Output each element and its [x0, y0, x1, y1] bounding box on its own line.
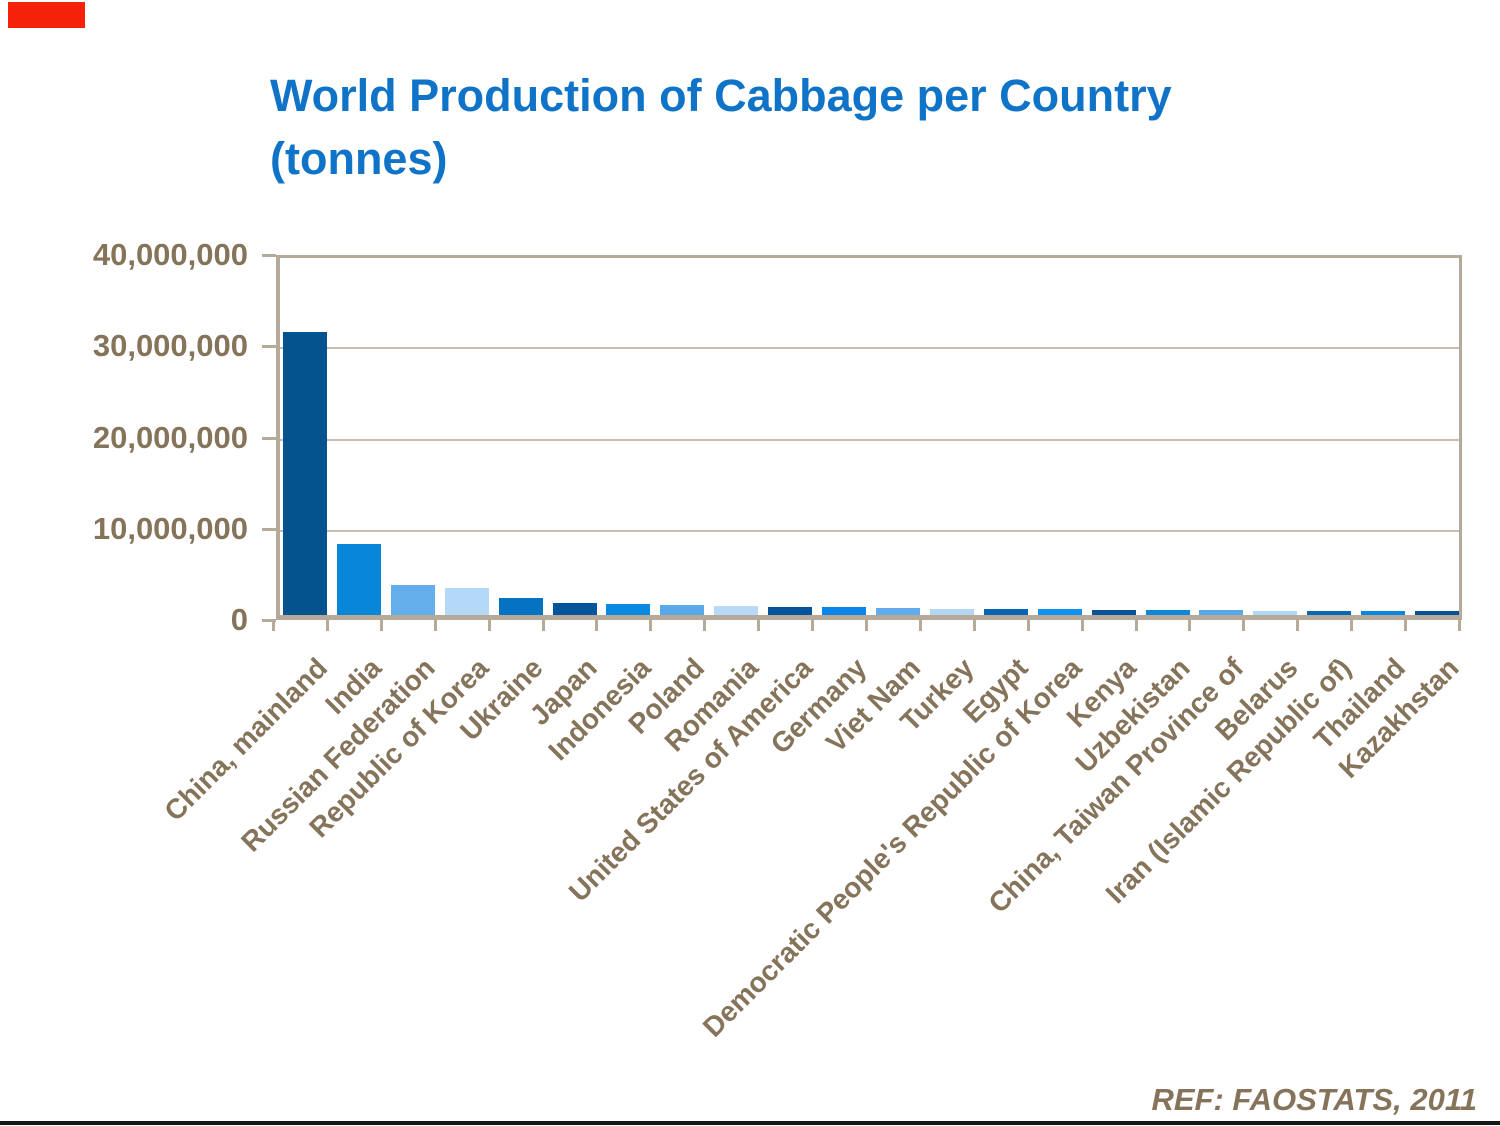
x-axis-tick: [703, 620, 707, 631]
x-axis-tick: [541, 620, 545, 631]
x-axis-tick: [433, 620, 437, 631]
bar-thailand: [1361, 611, 1406, 615]
x-axis-tick: [918, 620, 922, 631]
x-axis-tick: [325, 620, 329, 631]
x-axis-tick: [757, 620, 761, 631]
x-axis-tick: [379, 620, 383, 631]
x-axis-tick: [595, 620, 599, 631]
x-axis-tick: [649, 620, 653, 631]
x-axis-tick: [1134, 620, 1138, 631]
x-axis-tick: [1296, 620, 1300, 631]
y-axis-tick: [262, 527, 276, 531]
x-axis-tick: [1350, 620, 1354, 631]
y-axis-tick-label: 0: [230, 602, 248, 637]
gridline: [280, 347, 1459, 350]
x-axis-tick: [1242, 620, 1246, 631]
x-axis-tick: [272, 620, 275, 631]
plot-area: [276, 255, 1462, 620]
y-axis-tick: [262, 254, 276, 257]
y-axis-tick-label: 20,000,000: [92, 419, 248, 455]
bar-kenya: [1091, 610, 1136, 615]
bottom-rule: [0, 1121, 1500, 1125]
bar-turkey: [929, 609, 974, 615]
bar-kazakhstan: [1415, 611, 1460, 615]
bar-uzbekistan: [1145, 610, 1190, 615]
bar-russian-federation: [390, 585, 435, 615]
bar-germany: [822, 607, 867, 615]
x-axis-tick: [1458, 620, 1461, 631]
bar-belarus: [1253, 611, 1298, 615]
y-axis-tick: [262, 436, 276, 440]
y-axis-tick: [262, 345, 276, 349]
gridline: [280, 529, 1459, 532]
bar-indonesia: [606, 604, 651, 615]
chart-title-line2: (tonnes): [270, 133, 448, 184]
chart-title-line1: World Production of Cabbage per Country: [270, 70, 1172, 121]
bar-democratic-people-s-republic-of-korea: [1037, 609, 1082, 615]
bar-republic-of-korea: [444, 588, 489, 615]
x-axis-tick: [1080, 620, 1084, 631]
bar-romania: [714, 606, 759, 615]
chart-title: World Production of Cabbage per Country …: [270, 64, 1370, 190]
y-axis-tick-label: 30,000,000: [92, 328, 248, 364]
bar-china-mainland: [282, 332, 327, 615]
gridline: [280, 438, 1459, 441]
bar-united-states-of-america: [768, 607, 813, 615]
x-axis-tick: [811, 620, 815, 631]
x-axis-tick: [972, 620, 976, 631]
x-axis-tick: [1026, 620, 1030, 631]
x-axis-tick: [1188, 620, 1192, 631]
bar-china-taiwan-province-of: [1199, 610, 1244, 615]
y-axis-tick: [262, 619, 276, 622]
x-axis-tick: [865, 620, 868, 631]
y-axis-tick-label: 40,000,000: [92, 237, 248, 272]
bar-japan: [552, 603, 597, 615]
x-axis-tick: [487, 620, 491, 631]
red-corner-marker: [8, 2, 85, 28]
bar-poland: [660, 605, 705, 615]
bar-ukraine: [498, 598, 543, 615]
bar-egypt: [983, 609, 1028, 615]
y-axis-tick-label: 10,000,000: [92, 510, 248, 546]
bar-india: [336, 544, 381, 615]
bar-viet-nam: [875, 608, 920, 615]
source-note: REF: FAOSTATS, 2011: [1151, 1082, 1477, 1117]
bar-iran-islamic-republic-of: [1307, 611, 1352, 615]
x-axis-tick: [1404, 620, 1408, 631]
